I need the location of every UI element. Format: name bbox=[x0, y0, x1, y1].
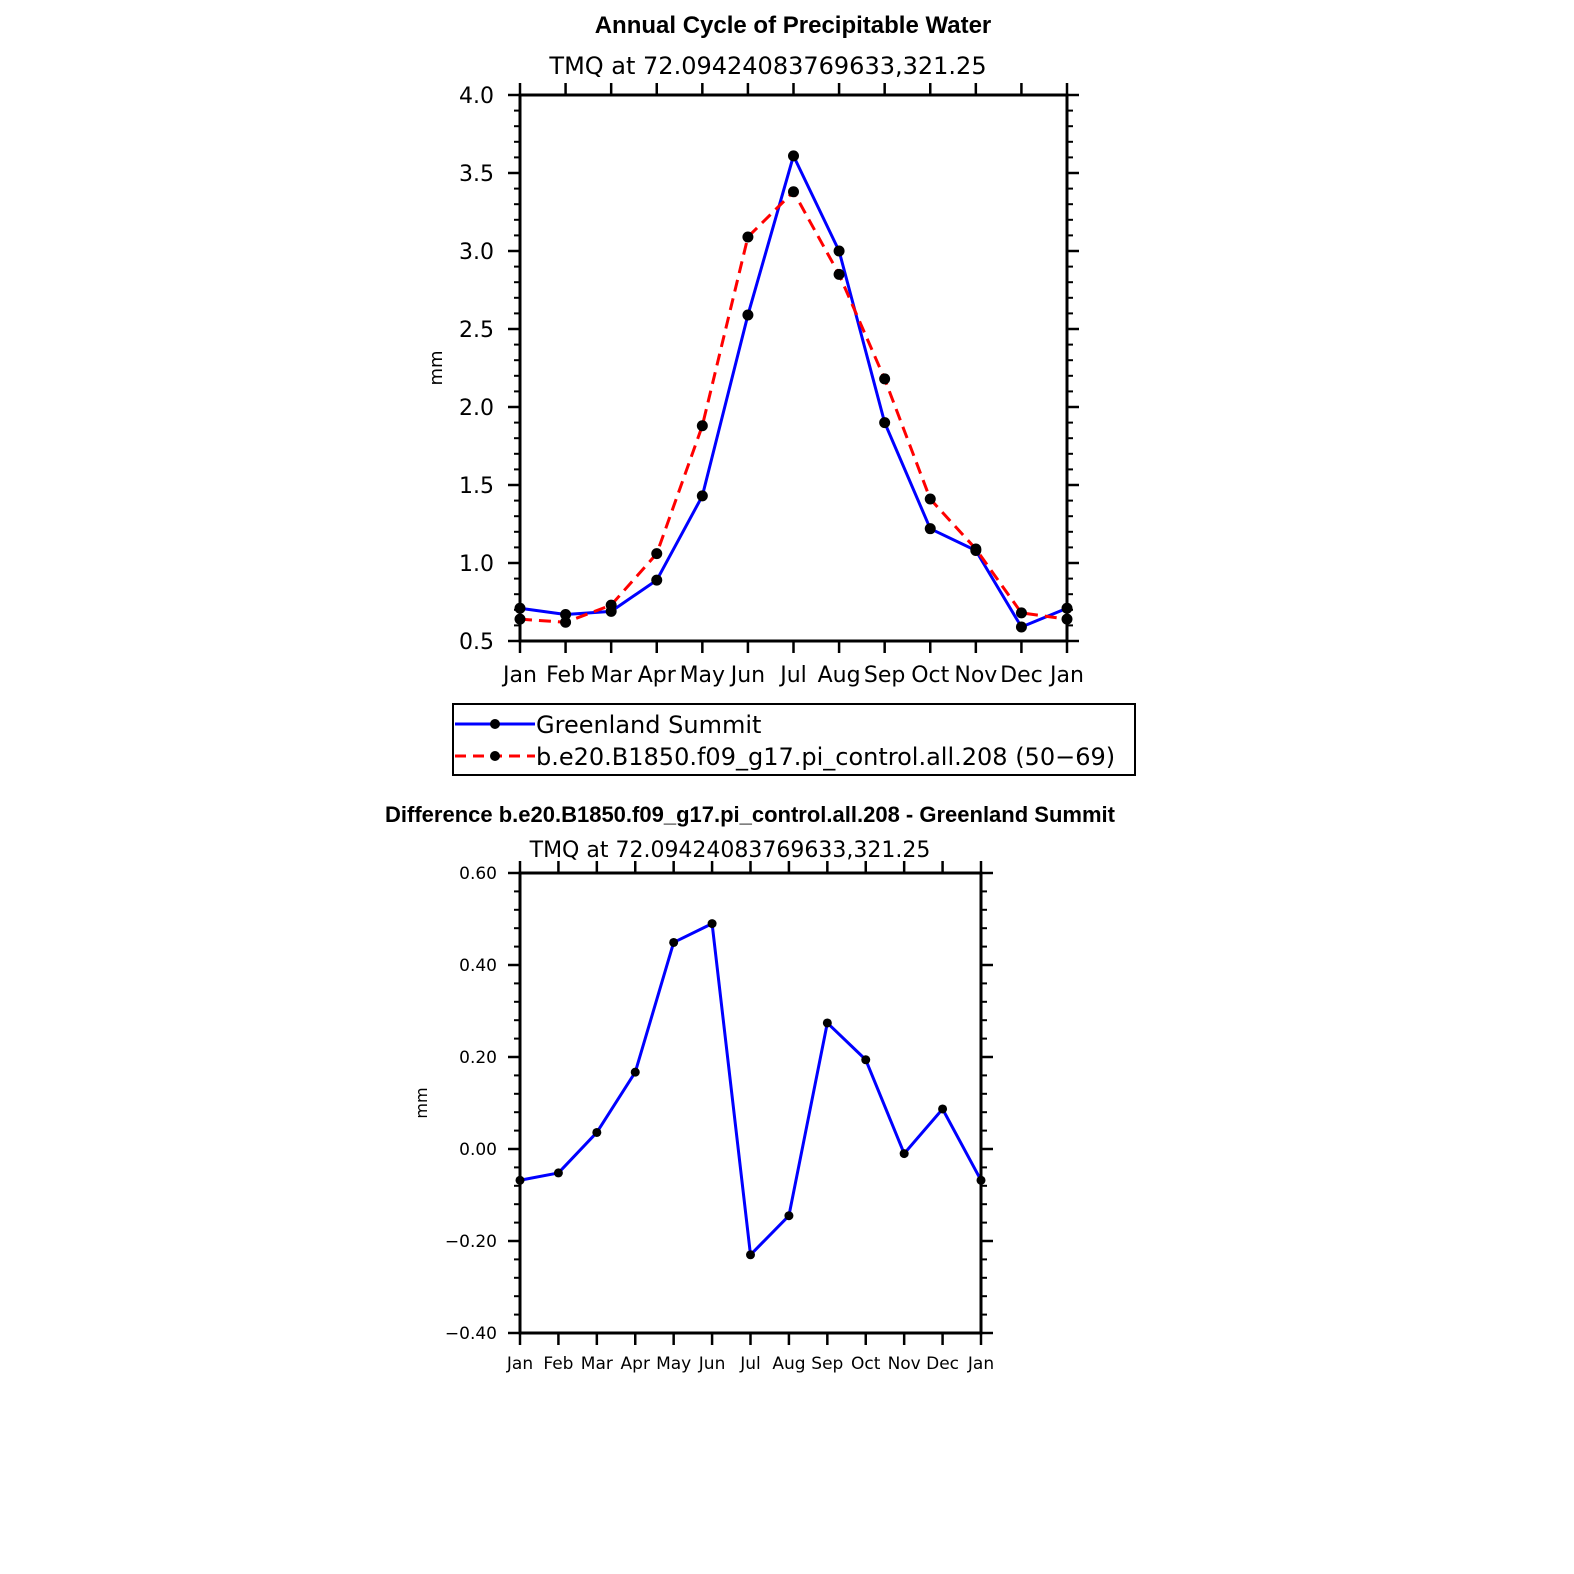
chart-subtitle: TMQ at 72.09424083769633,321.25 bbox=[548, 52, 986, 80]
series-layer bbox=[515, 919, 986, 1260]
data-point bbox=[746, 1250, 755, 1260]
data-point bbox=[1015, 607, 1027, 619]
y-tick-label: 0.40 bbox=[459, 956, 497, 976]
x-tick-label: May bbox=[680, 663, 725, 688]
data-point bbox=[788, 186, 799, 198]
legend-marker-greenland bbox=[490, 719, 500, 729]
data-point bbox=[742, 309, 754, 321]
x-tick-label: Jan bbox=[501, 663, 537, 688]
data-point bbox=[742, 231, 754, 243]
x-tick-label: Nov bbox=[888, 1354, 921, 1374]
x-tick-label: Sep bbox=[864, 663, 905, 688]
y-tick-label: 1.0 bbox=[459, 552, 494, 577]
y-tick-label: 0.5 bbox=[459, 630, 494, 655]
data-point bbox=[788, 150, 799, 162]
data-point bbox=[669, 937, 679, 947]
x-tick-label: Mar bbox=[590, 663, 632, 688]
data-point bbox=[553, 1168, 563, 1178]
y-axis-label: mm bbox=[426, 350, 447, 385]
x-tick-label: Oct bbox=[851, 1354, 881, 1374]
legend-label-greenland: Greenland Summit bbox=[536, 711, 761, 739]
data-point bbox=[970, 543, 982, 555]
data-point bbox=[560, 608, 572, 620]
chart-title: Annual Cycle of Precipitable Water bbox=[595, 12, 992, 39]
series-line bbox=[519, 922, 983, 1257]
data-point bbox=[879, 373, 891, 385]
y-tick-label: 0.60 bbox=[459, 864, 497, 884]
difference-chart: Difference b.e20.B1850.f09_g17.pi_contro… bbox=[385, 802, 1116, 1374]
x-tick-label: Aug bbox=[772, 1354, 805, 1374]
x-tick-label: Apr bbox=[638, 663, 677, 688]
x-tick-label: Jan bbox=[506, 1354, 533, 1374]
x-tick-label: Sep bbox=[811, 1354, 843, 1374]
y-axis-label: mm bbox=[412, 1087, 431, 1118]
y-tick-label: −0.40 bbox=[445, 1324, 497, 1344]
series-line bbox=[519, 154, 1068, 629]
x-tick-label: Mar bbox=[581, 1354, 613, 1374]
y-tick-label: 0.00 bbox=[459, 1140, 497, 1160]
data-point bbox=[879, 417, 891, 429]
y-tick-label: 1.5 bbox=[459, 474, 494, 499]
data-point bbox=[696, 490, 708, 502]
chart-subtitle: TMQ at 72.09424083769633,321.25 bbox=[529, 838, 931, 863]
x-tick-label: Feb bbox=[543, 1354, 573, 1374]
data-point bbox=[707, 919, 717, 929]
data-point bbox=[605, 599, 617, 611]
data-point bbox=[833, 245, 845, 257]
legend: Greenland Summit b.e20.B1850.f09_g17.pi_… bbox=[452, 703, 1136, 776]
x-tick-label: Jul bbox=[739, 1354, 761, 1374]
y-tick-label: 2.5 bbox=[459, 318, 494, 343]
x-tick-label: Dec bbox=[1000, 663, 1043, 688]
data-point bbox=[899, 1149, 909, 1159]
x-tick-label: Apr bbox=[621, 1354, 650, 1374]
y-tick-label: −0.20 bbox=[445, 1232, 497, 1252]
x-tick-label: Jun bbox=[729, 663, 765, 688]
x-tick-label: Jan bbox=[1048, 663, 1084, 688]
series-line bbox=[519, 190, 1068, 624]
x-tick-label: Jan bbox=[967, 1354, 994, 1374]
data-point bbox=[784, 1211, 794, 1221]
series-layer bbox=[514, 150, 1073, 633]
legend-marker-model bbox=[490, 751, 500, 761]
data-point bbox=[833, 268, 845, 280]
data-point bbox=[924, 493, 936, 505]
data-point bbox=[651, 574, 663, 586]
x-tick-label: Feb bbox=[546, 663, 585, 688]
plot-frame bbox=[518, 871, 983, 1335]
x-tick-label: Aug bbox=[818, 663, 861, 688]
data-point bbox=[822, 1018, 832, 1028]
legend-box bbox=[452, 703, 1136, 776]
x-tick-label: Jun bbox=[698, 1354, 726, 1374]
data-point bbox=[924, 523, 936, 535]
x-tick-label: Nov bbox=[954, 663, 997, 688]
y-tick-label: 3.5 bbox=[459, 162, 494, 187]
plot-frame bbox=[518, 93, 1069, 643]
y-tick-label: 2.0 bbox=[459, 396, 494, 421]
y-tick-label: 3.0 bbox=[459, 240, 494, 265]
data-point bbox=[560, 616, 572, 628]
axis-ticks: Jan Feb Mar Apr May Jun Jul Aug Sep Oct Nov Dec Jan0… bbox=[459, 83, 1084, 688]
x-tick-label: May bbox=[656, 1354, 691, 1374]
data-point bbox=[696, 420, 708, 432]
data-point bbox=[1015, 621, 1027, 633]
x-tick-label: Jul bbox=[778, 663, 807, 688]
y-tick-label: 4.0 bbox=[459, 84, 494, 109]
annual-cycle-chart: Annual Cycle of Precipitable Water TMQ a… bbox=[426, 12, 1136, 776]
data-point bbox=[630, 1067, 640, 1077]
data-point bbox=[592, 1127, 602, 1137]
x-tick-label: Dec bbox=[926, 1354, 959, 1374]
data-point bbox=[938, 1104, 948, 1114]
data-point bbox=[651, 548, 663, 560]
axis-ticks: Jan Feb Mar Apr May Jun Jul Aug Sep Oct Nov Dec Jan−… bbox=[445, 861, 994, 1374]
chart-title: Difference b.e20.B1850.f09_g17.pi_contro… bbox=[385, 802, 1116, 827]
data-point bbox=[861, 1055, 871, 1065]
legend-label-model: b.e20.B1850.f09_g17.pi_control.all.208 (… bbox=[536, 743, 1115, 771]
y-tick-label: 0.20 bbox=[459, 1048, 497, 1068]
x-tick-label: Oct bbox=[911, 663, 949, 688]
